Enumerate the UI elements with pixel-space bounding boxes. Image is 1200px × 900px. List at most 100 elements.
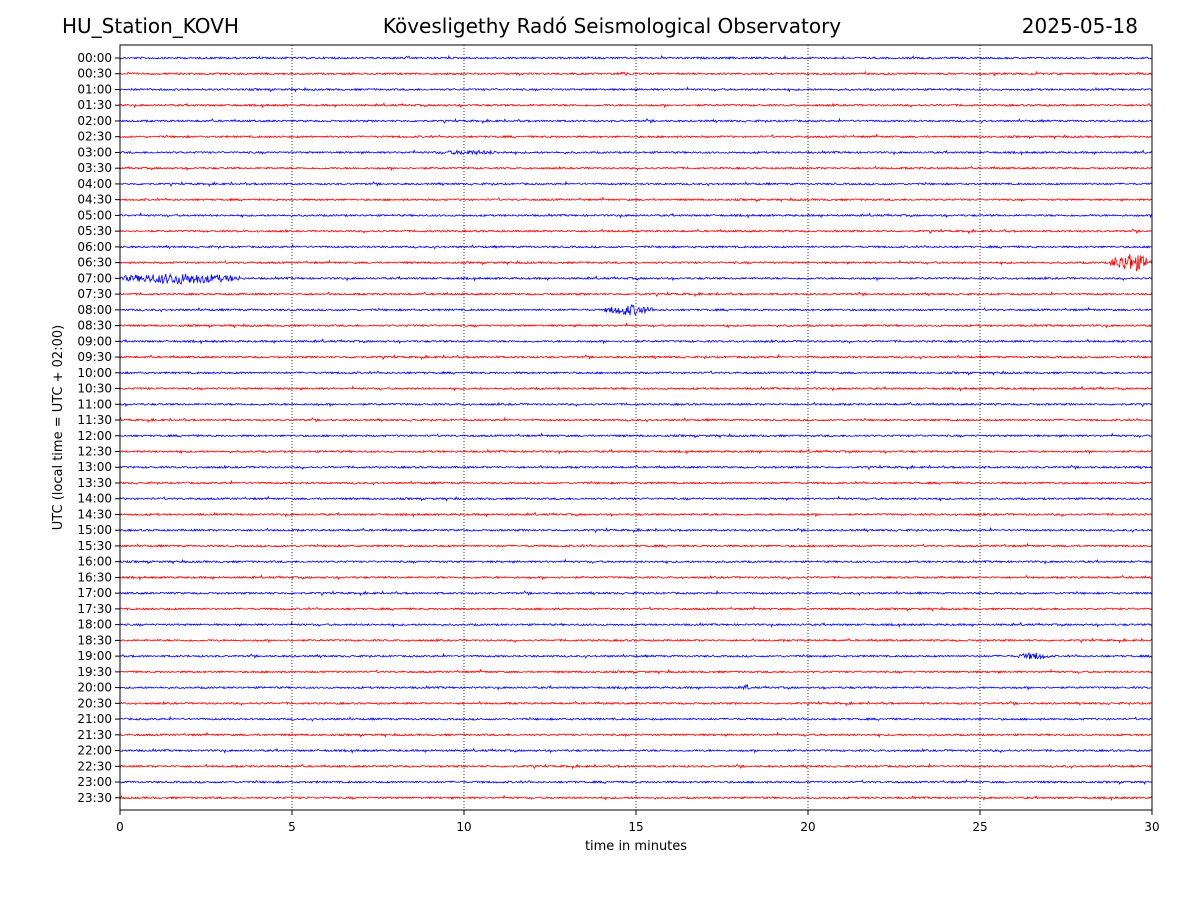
y-tick-label: 23:00 <box>77 775 112 789</box>
y-tick-label: 16:00 <box>77 555 112 569</box>
y-tick-label: 13:30 <box>77 476 112 490</box>
trace-line-0830 <box>119 322 1153 329</box>
grid-lines <box>291 45 981 810</box>
y-tick-label: 18:00 <box>77 618 112 632</box>
y-tick-label: 14:00 <box>77 492 112 506</box>
y-tick-label: 23:30 <box>77 791 112 805</box>
y-tick-label: 19:00 <box>77 649 112 663</box>
y-tick-label: 06:30 <box>77 256 112 270</box>
y-tick-label: 21:30 <box>77 728 112 742</box>
trace-line-1930 <box>119 668 1153 675</box>
y-tick-label: 12:00 <box>77 429 112 443</box>
trace-line-1630 <box>119 574 1153 581</box>
y-tick-label: 18:30 <box>77 633 112 647</box>
chart-title: Kövesligethy Radó Seismological Observat… <box>382 14 842 38</box>
y-tick-label: 09:30 <box>77 350 112 364</box>
y-tick-label: 02:00 <box>77 114 112 128</box>
trace-line-2100 <box>119 715 1152 722</box>
x-tick-label: 10 <box>456 820 471 834</box>
trace-line-0430 <box>119 196 1153 203</box>
x-tick-labels: 0 5 10 15 20 25 30 <box>116 810 1160 834</box>
trace-line-1300 <box>119 464 1153 471</box>
trace-line-2130 <box>119 731 1153 738</box>
trace-line-2300 <box>119 778 1153 786</box>
y-tick-label: 02:30 <box>77 130 112 144</box>
y-tick-label: 05:30 <box>77 224 112 238</box>
trace-line-0030 <box>119 70 1153 77</box>
trace-line-2200 <box>119 747 1153 754</box>
trace-line-0200 <box>119 117 1153 125</box>
trace-line-2000 <box>119 683 1153 691</box>
y-tick-label: 20:30 <box>77 696 112 710</box>
trace-line-1330 <box>119 479 1153 486</box>
y-tick-label: 08:30 <box>77 319 112 333</box>
y-tick-label: 13:00 <box>77 460 112 474</box>
trace-line-1400 <box>119 495 1153 502</box>
trace-line-2030 <box>119 700 1153 707</box>
trace-line-1100 <box>119 401 1153 408</box>
x-axis-label: time in minutes <box>585 839 687 854</box>
trace-line-0400 <box>119 180 1153 188</box>
y-tick-label: 10:00 <box>77 366 112 380</box>
trace-line-1530 <box>119 542 1153 548</box>
y-tick-label: 22:00 <box>77 744 112 758</box>
y-tick-label: 10:30 <box>77 382 112 396</box>
y-tick-label: 06:00 <box>77 240 112 254</box>
trace-line-1000 <box>119 369 1153 376</box>
y-tick-label: 11:00 <box>77 397 112 411</box>
trace-line-0300 <box>119 149 1153 156</box>
y-tick-label: 01:30 <box>77 98 112 112</box>
trace-line-1900 <box>119 652 1153 661</box>
y-tick-label: 07:30 <box>77 287 112 301</box>
trace-line-1800 <box>119 621 1153 629</box>
trace-line-1430 <box>119 511 1153 518</box>
trace-line-2330 <box>119 794 1153 802</box>
trace-layer <box>119 54 1153 802</box>
trace-line-0730 <box>119 290 1153 298</box>
x-tick-label: 30 <box>1144 820 1159 834</box>
y-tick-label: 00:00 <box>77 51 112 65</box>
chart-date: 2025-05-18 <box>1021 14 1138 38</box>
trace-line-0500 <box>119 212 1153 219</box>
y-tick-label: 15:00 <box>77 523 112 537</box>
y-tick-label: 12:30 <box>77 445 112 459</box>
y-tick-label: 04:30 <box>77 193 112 207</box>
trace-line-1700 <box>119 589 1153 597</box>
trace-line-1030 <box>119 385 1153 392</box>
trace-line-0530 <box>119 228 1153 235</box>
trace-line-0230 <box>119 133 1153 140</box>
trace-line-1830 <box>119 637 1153 644</box>
y-tick-label: 07:00 <box>77 271 112 285</box>
y-tick-label: 20:00 <box>77 681 112 695</box>
y-tick-label: 17:00 <box>77 586 112 600</box>
trace-line-1500 <box>119 526 1153 534</box>
trace-line-0630 <box>119 253 1153 272</box>
trace-line-1600 <box>119 558 1153 565</box>
y-tick-label: 04:00 <box>77 177 112 191</box>
trace-line-0000 <box>119 54 1153 60</box>
trace-line-0100 <box>119 86 1153 93</box>
trace-line-0930 <box>119 353 1153 361</box>
y-tick-label: 11:30 <box>77 413 112 427</box>
x-tick-label: 5 <box>288 820 296 834</box>
trace-line-0130 <box>119 102 1153 109</box>
y-tick-label: 09:00 <box>77 334 112 348</box>
trace-line-2230 <box>119 762 1153 770</box>
x-tick-label: 20 <box>800 820 815 834</box>
trace-line-1730 <box>119 605 1153 612</box>
y-tick-label: 22:30 <box>77 759 112 773</box>
y-tick-label: 14:30 <box>77 507 112 521</box>
trace-line-1200 <box>119 432 1153 439</box>
x-tick-label: 0 <box>116 820 124 834</box>
trace-line-0600 <box>119 243 1153 250</box>
y-tick-label: 16:30 <box>77 570 112 584</box>
y-axis-label: UTC (local time = UTC + 02:00) <box>51 325 66 530</box>
y-tick-label: 05:00 <box>77 208 112 222</box>
trace-line-1230 <box>119 448 1153 455</box>
y-tick-label: 03:00 <box>77 145 112 159</box>
y-tick-label: 03:30 <box>77 161 112 175</box>
trace-line-0330 <box>119 165 1153 172</box>
